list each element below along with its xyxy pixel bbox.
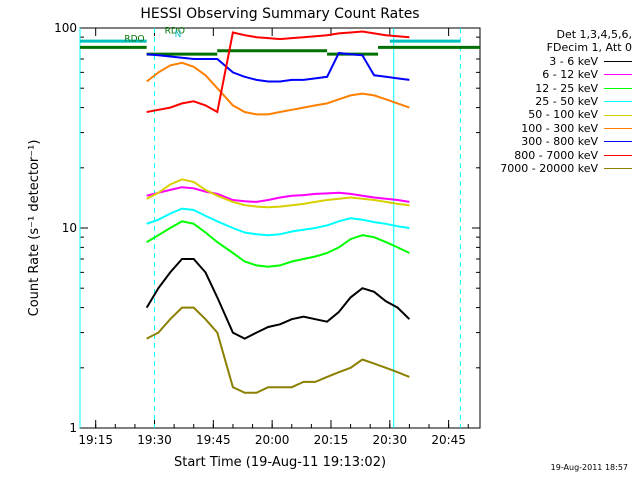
legend-label: 3 - 6 keV: [549, 54, 598, 68]
series-line-4: [146, 178, 410, 209]
legend-item-4: 50 - 100 keV: [500, 108, 632, 121]
flag-label: RDO: [165, 26, 185, 36]
series-line-6: [146, 51, 410, 83]
legend-label: 25 - 50 keV: [535, 95, 598, 109]
legend-label: 100 - 300 keV: [521, 121, 598, 135]
flag-label: N: [175, 30, 182, 40]
series-layer: [145, 30, 411, 394]
legend-swatch: [604, 87, 632, 89]
x-axis-label: Start Time (19-Aug-11 19:13:02): [174, 455, 386, 470]
legend-item-7: 800 - 7000 keV: [500, 149, 632, 162]
legend-label: 7000 - 20000 keV: [500, 162, 598, 176]
legend-swatch: [604, 114, 632, 116]
legend: Det 1,3,4,5,6, FDecim 1, Att 0 3 - 6 keV…: [500, 28, 632, 175]
legend-swatch: [604, 61, 632, 63]
legend-item-8: 7000 - 20000 keV: [500, 162, 632, 175]
y-axis-label: Count Rate (s⁻¹ detector⁻¹): [27, 140, 42, 317]
legend-swatch: [604, 128, 632, 130]
series-line-7: [146, 30, 410, 114]
x-axis: 19:15 19:30 19:45 20:00 20:15 20:30 20:45: [78, 28, 469, 447]
legend-swatch: [604, 101, 632, 103]
legend-header-line-1: Det 1,3,4,5,6,: [556, 28, 632, 41]
legend-header-line-2: FDecim 1, Att 0: [546, 41, 632, 55]
legend-item-2: 12 - 25 keV: [500, 82, 632, 95]
series-line-8: [146, 306, 410, 394]
legend-item-0: 3 - 6 keV: [500, 55, 632, 68]
x-tick-label: 20:30: [373, 433, 408, 447]
chart-title: HESSI Observing Summary Count Rates: [140, 6, 419, 22]
legend-label: 12 - 25 keV: [535, 81, 598, 95]
series-line-2: [146, 220, 410, 268]
x-tick-label: 19:45: [196, 433, 231, 447]
legend-swatch: [604, 168, 632, 170]
series-line-3: [146, 207, 410, 237]
cyan-markers: [79, 28, 461, 428]
x-tick-label: 20:45: [431, 433, 466, 447]
legend-label: 300 - 800 keV: [521, 135, 598, 149]
legend-swatch: [604, 154, 632, 156]
series-line-1: [146, 186, 410, 203]
legend-label: 800 - 7000 keV: [514, 148, 598, 162]
legend-swatch: [604, 141, 632, 143]
legend-swatch: [604, 74, 632, 76]
x-tick-label: 20:00: [255, 433, 290, 447]
plot-frame: [79, 27, 481, 429]
x-tick-label: 19:15: [78, 433, 113, 447]
legend-label: 6 - 12 keV: [542, 68, 598, 82]
flag-label: RDO: [124, 34, 144, 44]
legend-item-5: 100 - 300 keV: [500, 122, 632, 135]
legend-item-3: 25 - 50 keV: [500, 95, 632, 108]
x-tick-label: 20:15: [314, 433, 349, 447]
y-tick-label: 100: [54, 21, 77, 35]
y-axis: 1 10 100: [54, 21, 480, 435]
timestamp: 19-Aug-2011 18:57: [550, 463, 628, 472]
legend-item-6: 300 - 800 keV: [500, 135, 632, 148]
x-tick-label: 19:30: [137, 433, 172, 447]
series-line-5: [146, 61, 410, 116]
y-tick-label: 1: [69, 421, 77, 435]
legend-label: 50 - 100 keV: [528, 108, 598, 122]
series-line-0: [145, 258, 411, 340]
legend-item-1: 6 - 12 keV: [500, 68, 632, 81]
y-tick-label: 10: [62, 221, 77, 235]
